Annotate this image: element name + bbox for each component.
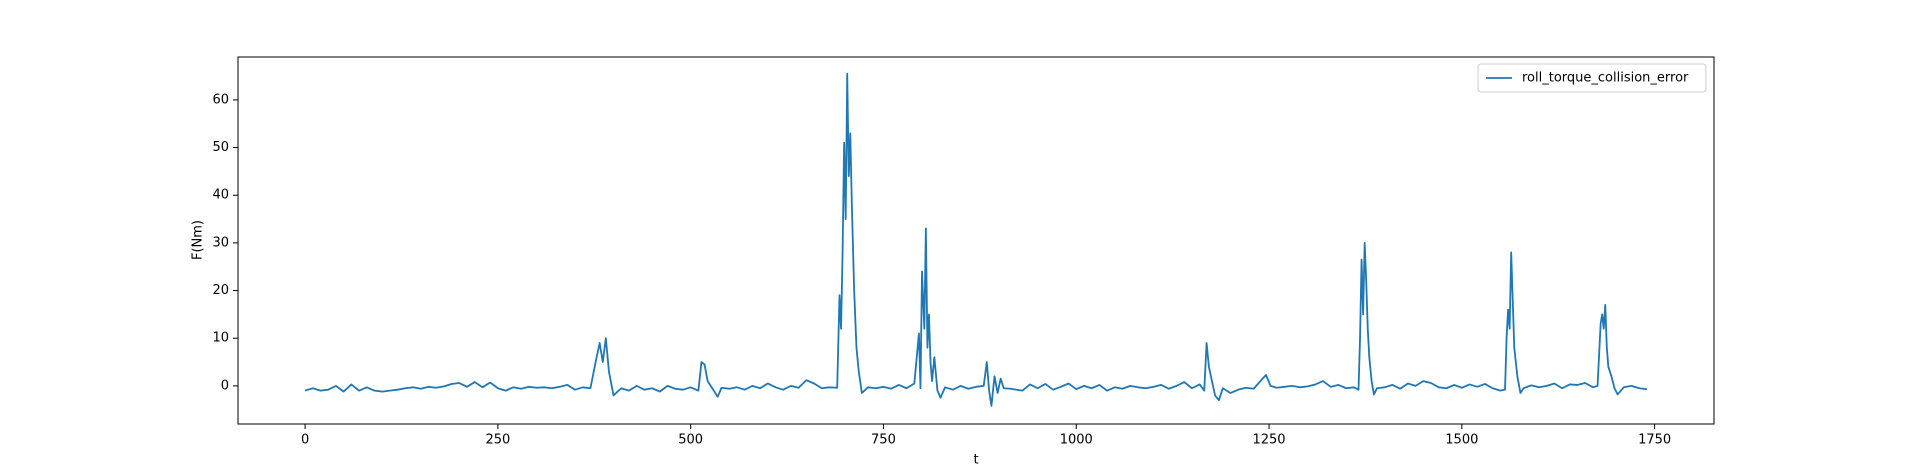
legend-box xyxy=(1477,63,1707,93)
y-tick-label: 40 xyxy=(212,188,229,203)
legend-label: roll_torque_collision_error xyxy=(1522,71,1689,86)
x-tick-label: 1500 xyxy=(1445,433,1478,448)
x-tick-label: 1750 xyxy=(1638,433,1671,448)
x-tick-label: 250 xyxy=(485,433,510,448)
x-tick-label: 1250 xyxy=(1252,433,1285,448)
x-tick-label: 750 xyxy=(871,433,896,448)
x-tick-label: 1000 xyxy=(1060,433,1093,448)
y-tick-label: 50 xyxy=(212,140,229,155)
y-tick-label: 10 xyxy=(212,331,229,346)
y-axis-label: F(Nm) xyxy=(191,220,206,260)
x-tick-label: 500 xyxy=(678,433,703,448)
x-axis-label: t xyxy=(973,453,978,468)
x-tick-label: 0 xyxy=(301,433,309,448)
y-tick-label: 60 xyxy=(212,92,229,107)
plot-frame xyxy=(237,56,1715,425)
y-tick-label: 0 xyxy=(221,378,229,393)
y-tick-label: 20 xyxy=(212,283,229,298)
y-tick-label: 30 xyxy=(212,235,229,250)
data-line xyxy=(304,72,1648,407)
